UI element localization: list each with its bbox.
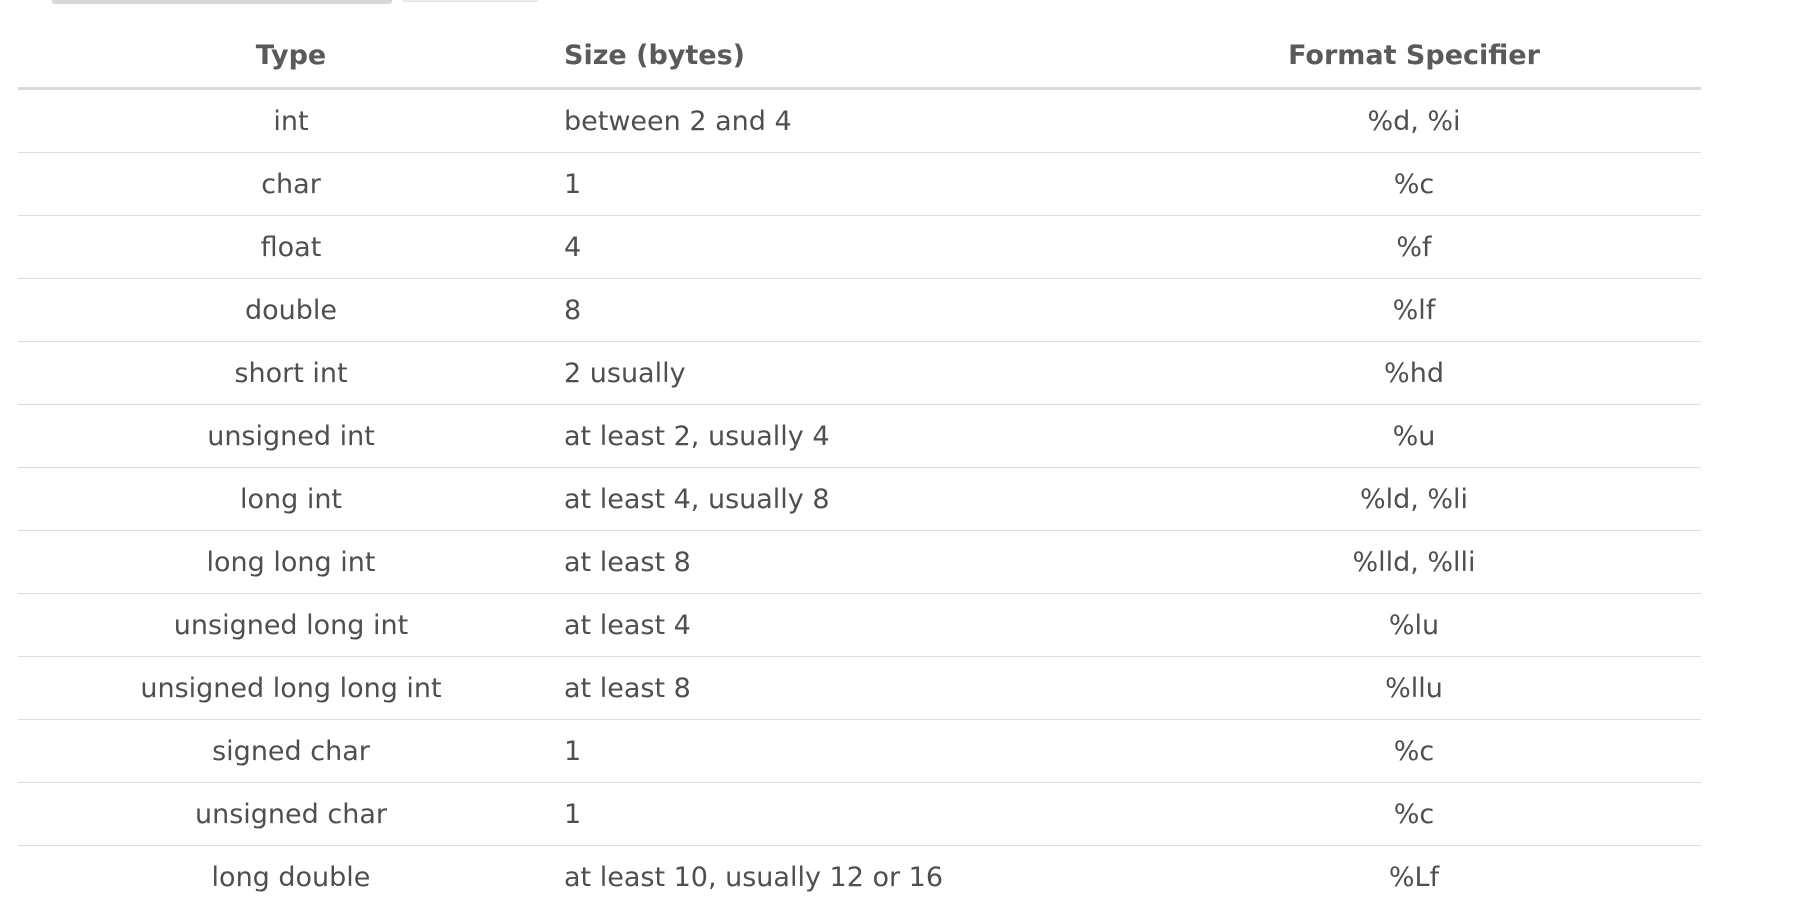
type-cell: char bbox=[18, 152, 564, 216]
table-row: unsigned char 1 %c bbox=[18, 782, 1701, 846]
size-cell: at least 8 bbox=[564, 656, 1127, 720]
header-size: Size (bytes) bbox=[564, 23, 1127, 90]
cropped-inline-code bbox=[401, 0, 539, 2]
type-cell: long int bbox=[18, 467, 564, 531]
data-types-table: Type Size (bytes) Format Specifier int b… bbox=[18, 23, 1701, 908]
table-row: short int 2 usually %hd bbox=[18, 341, 1701, 405]
cropped-intro-text bbox=[0, 0, 560, 4]
type-cell: short int bbox=[18, 341, 564, 405]
format-cell: %hd bbox=[1127, 341, 1701, 405]
format-cell: %ld, %li bbox=[1127, 467, 1701, 531]
size-cell: at least 8 bbox=[564, 530, 1127, 594]
format-cell: %d, %i bbox=[1127, 88, 1701, 153]
type-cell: signed char bbox=[18, 719, 564, 783]
type-cell: unsigned char bbox=[18, 782, 564, 846]
table-row: long long int at least 8 %lld, %lli bbox=[18, 530, 1701, 594]
format-cell: %c bbox=[1127, 782, 1701, 846]
table-row: float 4 %f bbox=[18, 215, 1701, 279]
type-cell: long long int bbox=[18, 530, 564, 594]
type-cell: int bbox=[18, 88, 564, 153]
type-cell: float bbox=[18, 215, 564, 279]
format-cell: %f bbox=[1127, 215, 1701, 279]
size-cell: 2 usually bbox=[564, 341, 1127, 405]
format-cell: %c bbox=[1127, 719, 1701, 783]
size-cell: 1 bbox=[564, 719, 1127, 783]
format-cell: %lf bbox=[1127, 278, 1701, 342]
table-row: double 8 %lf bbox=[18, 278, 1701, 342]
table-row: long int at least 4, usually 8 %ld, %li bbox=[18, 467, 1701, 531]
type-cell: unsigned int bbox=[18, 404, 564, 468]
size-cell: 1 bbox=[564, 152, 1127, 216]
size-cell: 1 bbox=[564, 782, 1127, 846]
table-row: signed char 1 %c bbox=[18, 719, 1701, 783]
size-cell: at least 4, usually 8 bbox=[564, 467, 1127, 531]
table-row: int between 2 and 4 %d, %i bbox=[18, 88, 1701, 153]
type-cell: unsigned long long int bbox=[18, 656, 564, 720]
type-cell: long double bbox=[211, 861, 371, 893]
header-format-specifier: Format Specifier bbox=[1127, 23, 1701, 90]
size-cell: at least 2, usually 4 bbox=[564, 404, 1127, 468]
size-cell: between 2 and 4 bbox=[564, 88, 1127, 153]
size-cell: at least 10, usually 12 or 16 bbox=[564, 861, 944, 893]
type-cell: double bbox=[18, 278, 564, 342]
table-row: unsigned long long int at least 8 %llu bbox=[18, 656, 1701, 720]
table-row: char 1 %c bbox=[18, 152, 1701, 216]
size-cell: at least 4 bbox=[564, 593, 1127, 657]
table-row: unsigned int at least 2, usually 4 %u bbox=[18, 404, 1701, 468]
table-row: long double at least 10, usually 12 or 1… bbox=[18, 846, 1701, 909]
format-cell: %lld, %lli bbox=[1127, 530, 1701, 594]
format-cell: %u bbox=[1127, 404, 1701, 468]
format-cell: %llu bbox=[1127, 656, 1701, 720]
table-row: unsigned long int at least 4 %lu bbox=[18, 593, 1701, 657]
format-cell: %c bbox=[1127, 152, 1701, 216]
size-cell: 4 bbox=[564, 215, 1127, 279]
type-cell: unsigned long int bbox=[18, 593, 564, 657]
cropped-text-line bbox=[52, 0, 392, 4]
table-header-row: Type Size (bytes) Format Specifier bbox=[18, 23, 1701, 90]
size-cell: 8 bbox=[564, 278, 1127, 342]
format-cell: %lu bbox=[1127, 593, 1701, 657]
format-cell: %Lf bbox=[1388, 861, 1440, 893]
header-type: Type bbox=[18, 23, 564, 90]
